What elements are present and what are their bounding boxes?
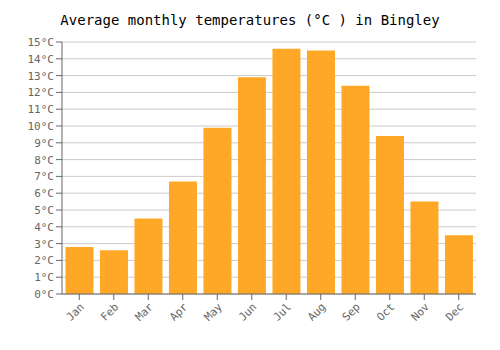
svg-text:4°C: 4°C [34,221,54,234]
svg-text:Feb: Feb [98,300,121,323]
svg-text:11°C: 11°C [28,103,55,116]
svg-text:3°C: 3°C [34,238,54,251]
svg-text:Sep: Sep [340,300,363,323]
html-text:Average monthly temperatures (: Average monthly temperatures (°C ) in Bi… [60,12,440,28]
svg-text:May: May [202,300,226,324]
svg-text:Oct: Oct [374,300,397,323]
svg-text:5°C: 5°C [34,204,54,217]
svg-text:Nov: Nov [409,300,433,324]
svg-text:7°C: 7°C [34,170,54,183]
svg-text:1°C: 1°C [34,271,54,284]
svg-text:2°C: 2°C [34,254,54,267]
svg-text:Jun: Jun [236,300,259,323]
svg-text:Apr: Apr [167,300,191,324]
svg-text:Dec: Dec [443,300,466,323]
svg-text:Mar: Mar [133,300,157,324]
svg-text:Jul: Jul [271,300,294,323]
svg-text:Jan: Jan [64,300,87,323]
svg-text:12°C: 12°C [28,86,55,99]
svg-text:0°C: 0°C [34,288,54,301]
svg-text:10°C: 10°C [28,120,55,133]
svg-text:Aug: Aug [305,300,328,323]
svg-text:6°C: 6°C [34,187,54,200]
svg-text:8°C: 8°C [34,154,54,167]
svg-text:9°C: 9°C [34,137,54,150]
svg-text:15°C: 15°C [28,36,55,49]
svg-text:13°C: 13°C [28,70,55,83]
svg-text:14°C: 14°C [28,53,55,66]
